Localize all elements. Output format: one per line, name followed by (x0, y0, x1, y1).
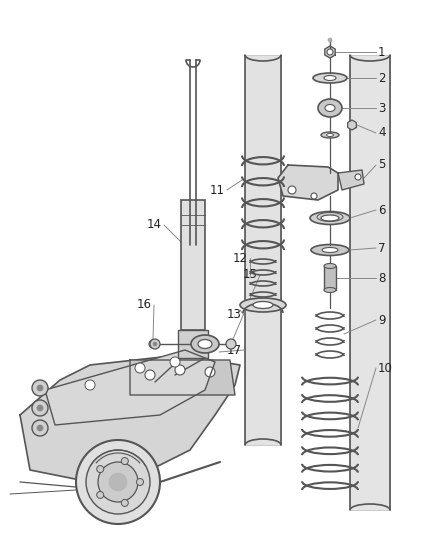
Text: 6: 6 (378, 204, 385, 216)
Ellipse shape (322, 247, 338, 253)
Circle shape (98, 462, 138, 502)
Ellipse shape (324, 76, 336, 80)
Ellipse shape (191, 335, 219, 353)
Circle shape (170, 357, 180, 367)
Text: 9: 9 (378, 313, 385, 327)
Circle shape (109, 473, 127, 491)
Polygon shape (130, 360, 235, 395)
Text: 15: 15 (243, 269, 258, 281)
Text: 11: 11 (210, 183, 225, 197)
Ellipse shape (310, 212, 350, 224)
Circle shape (205, 367, 215, 377)
Text: 10: 10 (378, 361, 393, 375)
Circle shape (97, 491, 104, 498)
Circle shape (288, 186, 296, 194)
Circle shape (37, 425, 43, 431)
Text: 1: 1 (378, 45, 385, 59)
Circle shape (97, 465, 104, 473)
Bar (178, 330, 208, 358)
Ellipse shape (313, 73, 347, 83)
Ellipse shape (253, 302, 273, 309)
Text: 17: 17 (227, 343, 242, 357)
Circle shape (226, 339, 236, 349)
Circle shape (175, 365, 185, 375)
Ellipse shape (321, 132, 339, 138)
Polygon shape (278, 165, 338, 200)
Circle shape (153, 342, 157, 346)
Circle shape (37, 385, 43, 391)
Text: 3: 3 (378, 101, 385, 115)
Ellipse shape (324, 263, 336, 269)
Polygon shape (45, 350, 215, 425)
Circle shape (121, 499, 128, 506)
Polygon shape (325, 46, 335, 58)
Bar (350, 55, 390, 510)
Ellipse shape (324, 287, 336, 293)
Circle shape (37, 405, 43, 411)
Ellipse shape (325, 104, 335, 111)
Circle shape (327, 49, 333, 55)
Circle shape (135, 363, 145, 373)
Circle shape (85, 380, 95, 390)
Text: 8: 8 (378, 271, 385, 285)
Circle shape (32, 420, 48, 436)
Circle shape (86, 450, 150, 514)
Ellipse shape (240, 298, 286, 312)
Bar (245, 55, 281, 445)
Ellipse shape (318, 99, 342, 117)
Text: 4: 4 (378, 126, 385, 140)
Text: 2: 2 (378, 71, 385, 85)
Circle shape (311, 193, 317, 199)
Circle shape (145, 370, 155, 380)
Ellipse shape (311, 245, 349, 255)
Text: 12: 12 (233, 252, 248, 264)
Circle shape (121, 457, 128, 465)
Circle shape (328, 38, 332, 42)
Polygon shape (338, 170, 364, 190)
Bar (324, 266, 336, 290)
Text: 7: 7 (378, 241, 385, 254)
Ellipse shape (326, 133, 333, 136)
Circle shape (32, 400, 48, 416)
Text: 16: 16 (137, 298, 152, 311)
Circle shape (137, 479, 144, 486)
Text: 5: 5 (378, 158, 385, 172)
Text: 13: 13 (227, 309, 242, 321)
Text: 14: 14 (147, 219, 162, 231)
Circle shape (76, 440, 160, 524)
Circle shape (150, 339, 160, 349)
Bar (181, 200, 205, 330)
Circle shape (149, 340, 157, 348)
Polygon shape (20, 355, 240, 480)
Polygon shape (348, 120, 357, 130)
Circle shape (32, 380, 48, 396)
Circle shape (355, 174, 361, 180)
Ellipse shape (321, 215, 339, 221)
Ellipse shape (198, 340, 212, 349)
